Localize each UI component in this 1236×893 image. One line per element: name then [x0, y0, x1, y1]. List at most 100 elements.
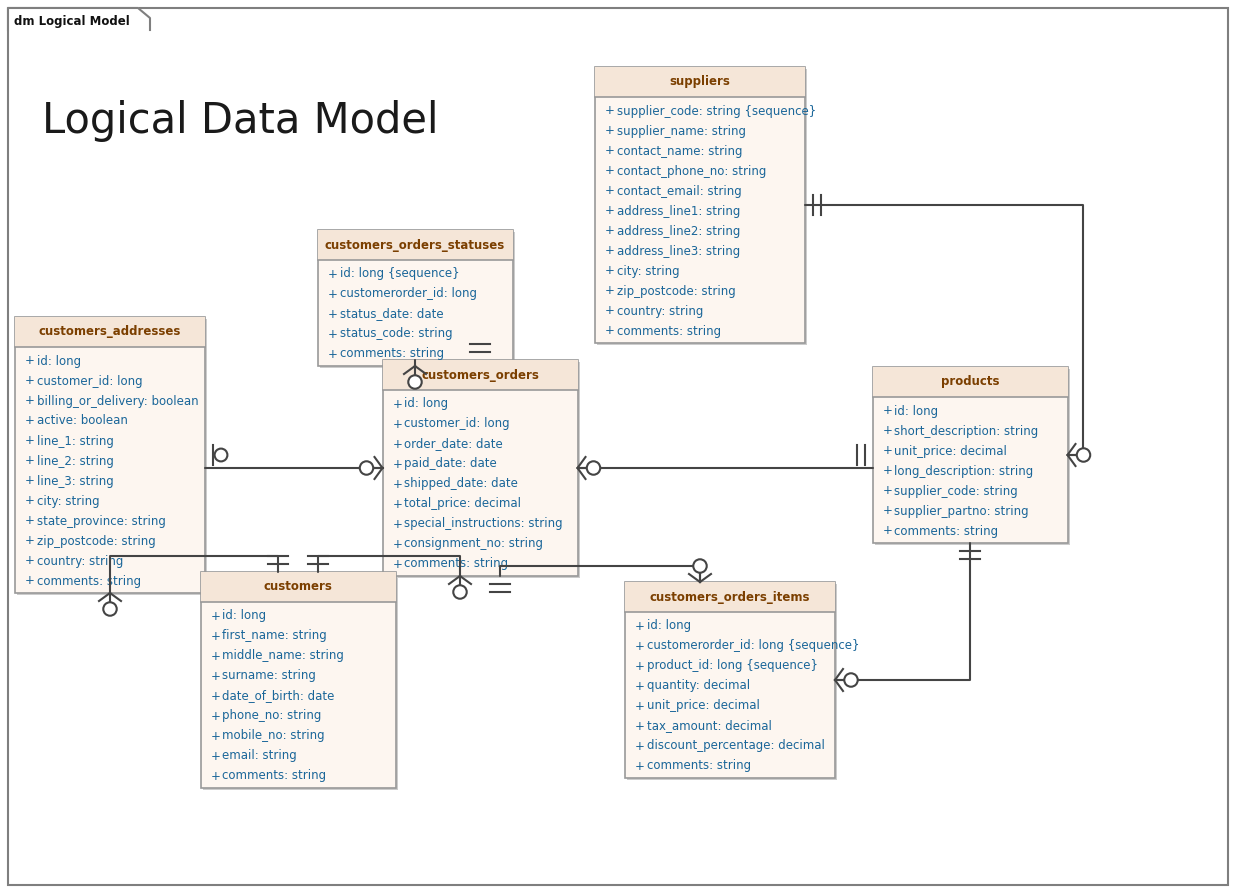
- Text: address_line3: string: address_line3: string: [617, 245, 740, 257]
- Text: comments: string: comments: string: [895, 524, 999, 538]
- Bar: [382, 360, 577, 390]
- Text: phone_no: string: phone_no: string: [222, 710, 321, 722]
- Text: +: +: [393, 438, 403, 450]
- Text: customer_id: long: customer_id: long: [404, 418, 510, 430]
- Bar: [382, 360, 577, 576]
- Text: order_date: date: order_date: date: [404, 438, 503, 450]
- Text: +: +: [604, 324, 614, 338]
- Text: +: +: [25, 514, 35, 528]
- Text: +: +: [635, 680, 645, 692]
- Text: special_instructions: string: special_instructions: string: [404, 518, 564, 530]
- Text: +: +: [25, 414, 35, 428]
- Circle shape: [454, 585, 467, 598]
- Text: comments: string: comments: string: [222, 770, 326, 782]
- Bar: [873, 367, 1068, 543]
- Text: supplier_code: string {sequence}: supplier_code: string {sequence}: [617, 104, 816, 118]
- Text: +: +: [883, 464, 892, 478]
- Bar: [200, 572, 396, 788]
- Text: first_name: string: first_name: string: [222, 630, 328, 642]
- Text: +: +: [210, 730, 220, 742]
- Text: id: long: id: long: [646, 620, 691, 632]
- Text: +: +: [604, 305, 614, 318]
- Text: +: +: [328, 328, 337, 340]
- Text: active: boolean: active: boolean: [37, 414, 127, 428]
- Text: id: long: id: long: [895, 405, 938, 418]
- Text: +: +: [604, 204, 614, 218]
- Text: +: +: [604, 224, 614, 238]
- Bar: [15, 317, 205, 593]
- Text: zip_postcode: string: zip_postcode: string: [37, 535, 156, 547]
- Text: discount_percentage: decimal: discount_percentage: decimal: [646, 739, 824, 753]
- Text: +: +: [604, 164, 614, 178]
- Text: +: +: [210, 749, 220, 763]
- Text: contact_phone_no: string: contact_phone_no: string: [617, 164, 766, 178]
- Text: line_2: string: line_2: string: [37, 455, 114, 468]
- Text: tax_amount: decimal: tax_amount: decimal: [646, 720, 771, 732]
- Text: +: +: [883, 485, 892, 497]
- Text: supplier_code: string: supplier_code: string: [895, 485, 1018, 497]
- Text: country: string: country: string: [617, 305, 703, 318]
- Text: total_price: decimal: total_price: decimal: [404, 497, 522, 511]
- Text: customers: customers: [263, 580, 332, 594]
- Text: +: +: [635, 639, 645, 653]
- Text: +: +: [25, 555, 35, 567]
- Text: id: long: id: long: [404, 397, 449, 411]
- Text: date_of_birth: date: date_of_birth: date: [222, 689, 335, 703]
- Text: status_code: string: status_code: string: [340, 328, 452, 340]
- Text: +: +: [25, 435, 35, 447]
- Text: +: +: [604, 104, 614, 118]
- Text: +: +: [393, 478, 403, 490]
- Text: +: +: [393, 397, 403, 411]
- Text: +: +: [635, 620, 645, 632]
- Text: city: string: city: string: [37, 495, 100, 507]
- Text: +: +: [604, 145, 614, 157]
- Bar: [625, 582, 836, 612]
- Text: comments: string: comments: string: [340, 347, 444, 361]
- Bar: [200, 572, 396, 602]
- Circle shape: [693, 559, 707, 572]
- Bar: [384, 362, 580, 578]
- Text: line_1: string: line_1: string: [37, 435, 114, 447]
- Text: zip_postcode: string: zip_postcode: string: [617, 285, 735, 297]
- Text: email: string: email: string: [222, 749, 297, 763]
- Text: +: +: [25, 495, 35, 507]
- Text: id: long: id: long: [222, 610, 267, 622]
- Bar: [873, 367, 1068, 397]
- Text: comments: string: comments: string: [646, 760, 751, 772]
- Text: products: products: [941, 375, 999, 388]
- Text: id: long: id: long: [37, 355, 82, 368]
- Bar: [595, 67, 805, 343]
- Text: supplier_partno: string: supplier_partno: string: [895, 505, 1030, 518]
- Text: consignment_no: string: consignment_no: string: [404, 538, 544, 550]
- Circle shape: [408, 375, 421, 388]
- Text: line_3: string: line_3: string: [37, 474, 114, 488]
- Text: long_description: string: long_description: string: [895, 464, 1033, 478]
- Circle shape: [104, 602, 116, 615]
- Text: +: +: [210, 670, 220, 682]
- Text: city: string: city: string: [617, 264, 680, 278]
- Bar: [625, 582, 836, 778]
- Text: +: +: [635, 699, 645, 713]
- Bar: [318, 230, 513, 366]
- Text: comments: string: comments: string: [404, 557, 509, 571]
- Text: customer_id: long: customer_id: long: [37, 374, 142, 388]
- Text: customers_orders: customers_orders: [421, 369, 539, 381]
- Text: +: +: [604, 264, 614, 278]
- Text: country: string: country: string: [37, 555, 124, 567]
- Bar: [595, 67, 805, 97]
- Text: surname: string: surname: string: [222, 670, 316, 682]
- Text: status_date: date: status_date: date: [340, 307, 444, 321]
- Text: customerorder_id: long: customerorder_id: long: [340, 288, 477, 301]
- Bar: [597, 69, 807, 345]
- Text: +: +: [25, 374, 35, 388]
- Text: +: +: [210, 770, 220, 782]
- Text: +: +: [635, 739, 645, 753]
- Text: +: +: [25, 574, 35, 588]
- Text: +: +: [210, 649, 220, 663]
- Bar: [17, 319, 206, 595]
- Text: +: +: [210, 689, 220, 703]
- Text: comments: string: comments: string: [37, 574, 141, 588]
- Text: +: +: [25, 455, 35, 468]
- Text: +: +: [393, 418, 403, 430]
- Text: suppliers: suppliers: [670, 76, 730, 88]
